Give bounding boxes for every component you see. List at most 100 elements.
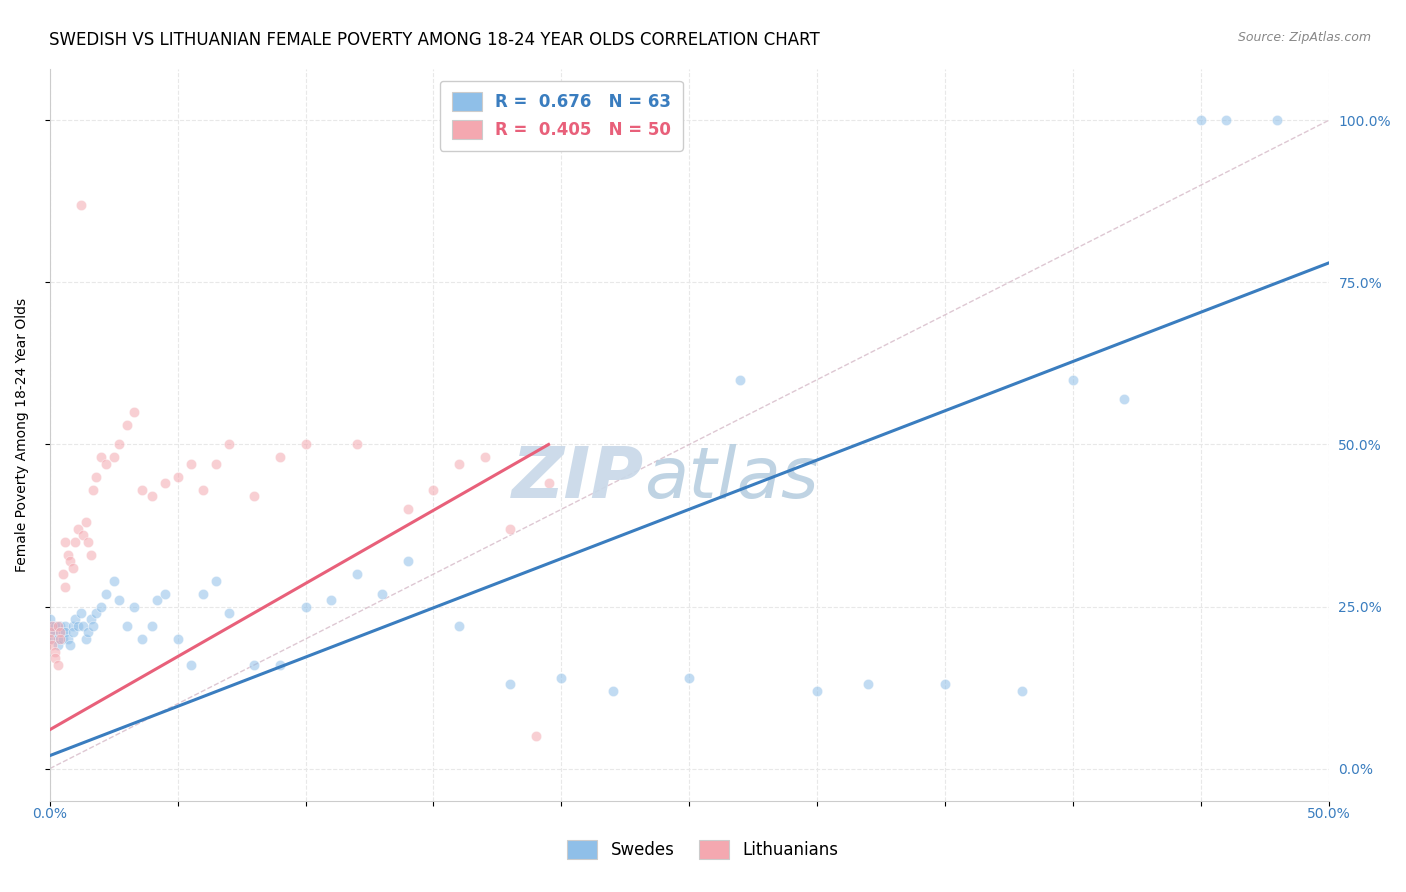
Point (730, 373, 752, 387)
Point (524, 729, 547, 743)
Point (59, 554, 82, 568)
Point (49, 632, 72, 646)
Point (94, 457, 117, 471)
Point (346, 567, 368, 582)
Point (474, 450, 496, 465)
Point (269, 450, 291, 465)
Point (38, 632, 60, 646)
Point (53, 625, 76, 640)
Point (66, 619, 89, 633)
Point (62, 625, 84, 640)
Point (44, 625, 66, 640)
Point (550, 671, 572, 685)
Legend: R =  0.676   N = 63, R =  0.405   N = 50: R = 0.676 N = 63, R = 0.405 N = 50 (440, 80, 683, 151)
Text: 0.0%: 0.0% (32, 807, 67, 822)
Point (499, 677, 522, 691)
Point (131, 632, 153, 646)
Point (294, 599, 316, 614)
Point (153, 586, 176, 600)
Point (41, 625, 63, 640)
Point (294, 437, 316, 451)
Point (243, 489, 266, 503)
Point (65, 534, 87, 549)
Point (193, 483, 215, 497)
Point (44, 651, 66, 665)
Point (69, 197, 91, 211)
Point (218, 437, 240, 451)
Point (65, 612, 87, 626)
Y-axis label: Female Poverty Among 18-24 Year Olds: Female Poverty Among 18-24 Year Olds (15, 298, 30, 572)
Point (41, 639, 63, 653)
Point (115, 619, 138, 633)
Text: 50.0%: 50.0% (1306, 807, 1351, 822)
Point (46, 657, 69, 672)
Point (80, 548, 103, 562)
Point (82, 619, 104, 633)
Point (934, 677, 956, 691)
Text: Source: ZipAtlas.com: Source: ZipAtlas.com (1237, 31, 1371, 45)
Point (205, 457, 228, 471)
Point (179, 657, 201, 672)
Text: ZIP: ZIP (512, 444, 644, 513)
Point (72, 619, 94, 633)
Point (46, 632, 69, 646)
Point (38, 619, 60, 633)
Point (166, 470, 188, 484)
Point (46, 619, 69, 633)
Point (806, 683, 828, 698)
Point (146, 593, 169, 607)
Point (396, 502, 419, 516)
Point (56, 632, 79, 646)
Point (38, 625, 60, 640)
Point (66, 522, 89, 536)
Point (75, 632, 97, 646)
Point (131, 483, 153, 497)
Point (1189, 113, 1212, 128)
Legend: Swedes, Lithuanians: Swedes, Lithuanians (561, 833, 845, 866)
Point (166, 632, 188, 646)
Point (53, 580, 76, 594)
Point (80, 612, 103, 626)
Point (49, 625, 72, 640)
Point (41, 619, 63, 633)
Point (49, 619, 72, 633)
Point (108, 437, 131, 451)
Point (122, 405, 145, 419)
Point (56, 548, 79, 562)
Point (62, 619, 84, 633)
Point (1112, 392, 1135, 406)
Point (44, 645, 66, 659)
Point (103, 450, 125, 465)
Point (90, 450, 112, 465)
Point (59, 639, 82, 653)
Point (108, 593, 131, 607)
Point (243, 657, 266, 672)
Point (321, 593, 343, 607)
Point (537, 476, 560, 491)
Point (205, 574, 228, 588)
Point (1267, 113, 1289, 128)
Point (371, 586, 394, 600)
Point (77, 625, 100, 640)
Point (858, 677, 880, 691)
Point (44, 619, 66, 633)
Point (269, 657, 291, 672)
Point (499, 522, 522, 536)
Point (103, 574, 125, 588)
Point (218, 606, 240, 620)
Point (52, 632, 75, 646)
Point (53, 534, 76, 549)
Point (396, 554, 419, 568)
Point (82, 483, 104, 497)
Point (346, 437, 368, 451)
Point (602, 683, 624, 698)
Point (38, 612, 60, 626)
Point (46, 639, 69, 653)
Point (84, 470, 107, 484)
Point (115, 417, 138, 432)
Point (75, 515, 97, 529)
Point (141, 489, 163, 503)
Point (41, 632, 63, 646)
Point (153, 476, 176, 491)
Point (422, 483, 444, 497)
